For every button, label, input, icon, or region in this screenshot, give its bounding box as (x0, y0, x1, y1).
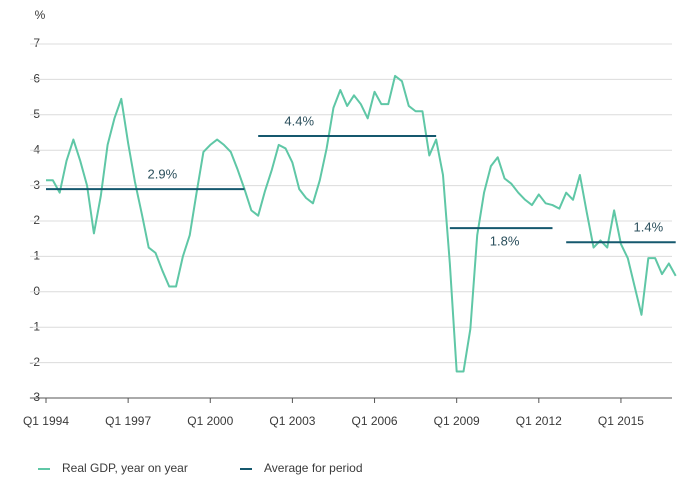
y-tick-label: -3 (29, 390, 40, 404)
x-tick-label: Q1 2015 (598, 414, 644, 428)
y-tick-label: 0 (33, 284, 40, 298)
y-tick-label: 1 (33, 249, 40, 263)
x-tick-label: Q1 2012 (516, 414, 562, 428)
y-axis-label: % (35, 8, 46, 22)
value-label: 1.4% (634, 220, 664, 235)
y-tick-label: 7 (33, 36, 40, 50)
y-tick-label: 2 (33, 213, 40, 227)
x-tick-label: Q1 2009 (434, 414, 480, 428)
y-tick-label: 5 (33, 107, 40, 121)
legend-label: Average for period (264, 461, 363, 475)
value-label: 4.4% (284, 113, 314, 128)
y-tick-label: -2 (29, 355, 40, 369)
x-tick-label: Q1 2003 (269, 414, 315, 428)
y-tick-label: -1 (29, 319, 40, 333)
value-label: 2.9% (148, 167, 178, 182)
x-tick-label: Q1 2000 (187, 414, 233, 428)
series-line (46, 74, 677, 373)
y-tick-label: 4 (33, 142, 40, 156)
legend-label: Real GDP, year on year (62, 461, 188, 475)
value-label: 1.8% (490, 234, 520, 249)
y-tick-label: 6 (33, 72, 40, 86)
x-tick-label: Q1 2006 (352, 414, 398, 428)
x-tick-label: Q1 1994 (23, 414, 69, 428)
y-tick-label: 3 (33, 178, 40, 192)
series-line (46, 135, 676, 244)
x-tick-label: Q1 1997 (105, 414, 151, 428)
